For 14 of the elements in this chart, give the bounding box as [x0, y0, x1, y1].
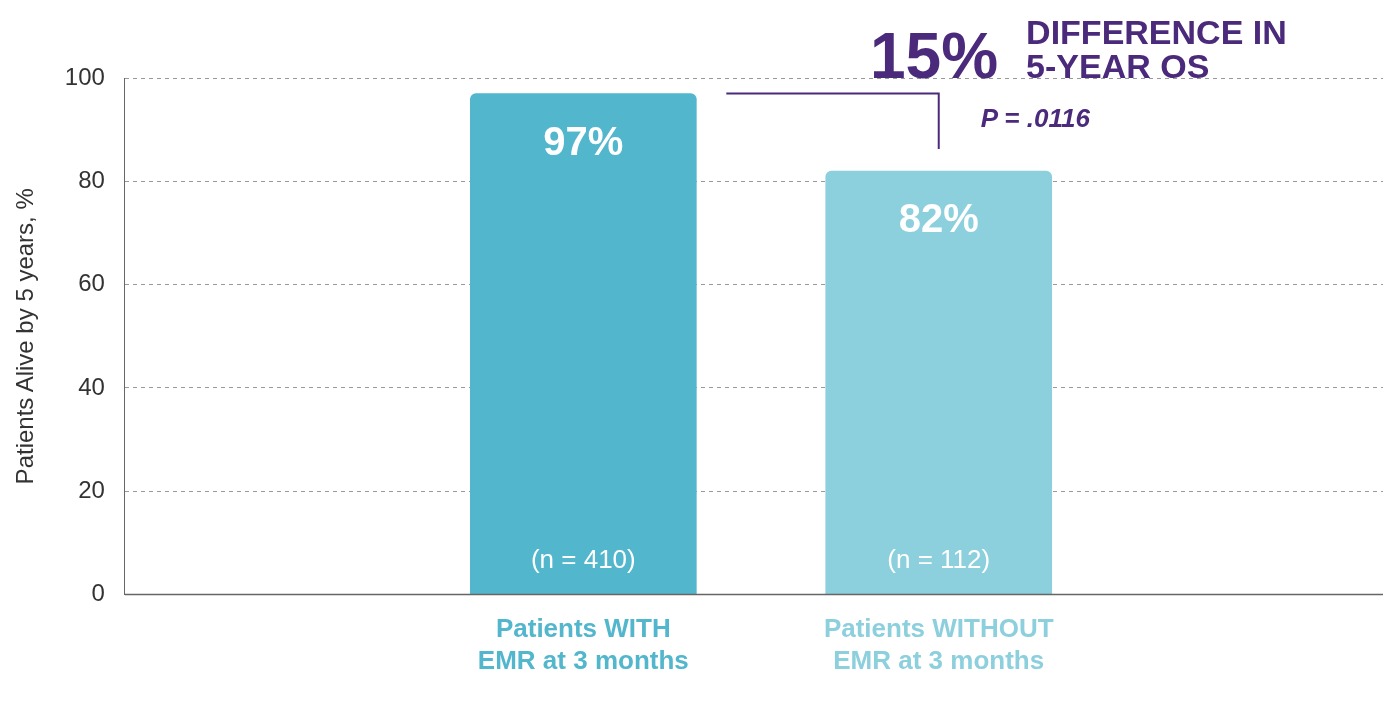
- y-tick-label: 60: [78, 269, 105, 297]
- annotation: (n = 112): [887, 543, 991, 574]
- y-tick-label: 0: [91, 579, 105, 607]
- x-tick-label: Patients WITHOUT EMR at 3 months: [823, 613, 1054, 675]
- y-axis-title: Patients Alive by 5 years, %: [11, 188, 39, 485]
- annotation: (n = 410): [530, 543, 636, 574]
- y-tick-label: 80: [78, 165, 105, 193]
- y-tick-label: 100: [64, 62, 105, 90]
- data-label: 82%: [898, 196, 979, 241]
- y-tick-label: 20: [78, 475, 105, 503]
- annotation: P = .0116: [980, 102, 1091, 133]
- y-tick-label: 40: [78, 372, 105, 400]
- x-tick-label: Patients WITH EMR at 3 months: [477, 613, 689, 675]
- data-label: 97%: [543, 118, 624, 163]
